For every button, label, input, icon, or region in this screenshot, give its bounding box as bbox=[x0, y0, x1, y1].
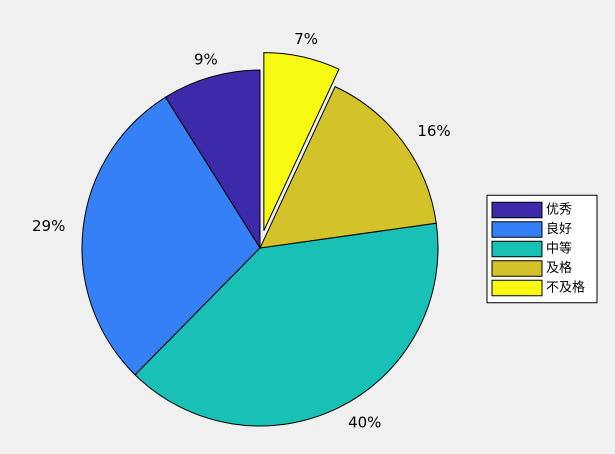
pie-slice bbox=[263, 52, 340, 231]
legend-label: 良好 bbox=[546, 221, 572, 237]
slice-label: 16% bbox=[417, 122, 450, 140]
slice-label: 7% bbox=[294, 30, 318, 48]
legend-swatch bbox=[491, 279, 543, 297]
legend-swatch bbox=[491, 221, 543, 238]
legend-label: 优秀 bbox=[546, 203, 572, 218]
pie-slice bbox=[259, 85, 437, 249]
legend-label: 不及格 bbox=[546, 280, 585, 296]
pie-slice bbox=[164, 69, 261, 250]
legend-swatch bbox=[491, 260, 543, 277]
slice-label: 29% bbox=[32, 217, 65, 235]
pie-slice bbox=[134, 222, 439, 427]
legend-label: 中等 bbox=[546, 241, 572, 257]
legend-swatch bbox=[491, 240, 543, 258]
legend-swatch bbox=[491, 201, 543, 219]
legend-label: 及格 bbox=[546, 260, 572, 276]
pie-slice bbox=[81, 96, 261, 376]
slice-label: 40% bbox=[348, 413, 381, 431]
slice-label: 9% bbox=[194, 50, 218, 68]
